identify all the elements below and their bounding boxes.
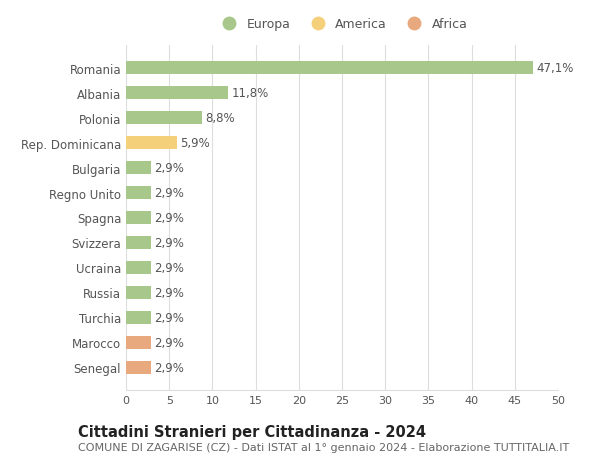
Text: Cittadini Stranieri per Cittadinanza - 2024: Cittadini Stranieri per Cittadinanza - 2… bbox=[78, 425, 426, 440]
Text: 2,9%: 2,9% bbox=[155, 286, 184, 299]
Bar bbox=[126, 211, 151, 225]
Legend: Europa, America, Africa: Europa, America, Africa bbox=[212, 14, 472, 35]
Text: 2,9%: 2,9% bbox=[155, 212, 184, 224]
Bar bbox=[126, 186, 151, 200]
Bar bbox=[126, 236, 151, 250]
Text: 8,8%: 8,8% bbox=[205, 112, 235, 125]
Bar bbox=[126, 261, 151, 275]
Bar bbox=[126, 136, 177, 150]
Bar bbox=[126, 311, 151, 325]
Bar bbox=[126, 161, 151, 175]
Text: 2,9%: 2,9% bbox=[155, 336, 184, 349]
Text: 2,9%: 2,9% bbox=[155, 187, 184, 200]
Text: 5,9%: 5,9% bbox=[181, 137, 210, 150]
Text: 2,9%: 2,9% bbox=[155, 311, 184, 324]
Bar bbox=[126, 62, 533, 75]
Text: 47,1%: 47,1% bbox=[536, 62, 574, 75]
Bar bbox=[126, 112, 202, 125]
Bar bbox=[126, 336, 151, 350]
Text: COMUNE DI ZAGARISE (CZ) - Dati ISTAT al 1° gennaio 2024 - Elaborazione TUTTITALI: COMUNE DI ZAGARISE (CZ) - Dati ISTAT al … bbox=[78, 442, 569, 452]
Text: 2,9%: 2,9% bbox=[155, 361, 184, 374]
Text: 2,9%: 2,9% bbox=[155, 262, 184, 274]
Text: 2,9%: 2,9% bbox=[155, 162, 184, 174]
Text: 2,9%: 2,9% bbox=[155, 236, 184, 249]
Bar bbox=[126, 86, 228, 100]
Bar bbox=[126, 361, 151, 375]
Text: 11,8%: 11,8% bbox=[232, 87, 269, 100]
Bar bbox=[126, 286, 151, 300]
